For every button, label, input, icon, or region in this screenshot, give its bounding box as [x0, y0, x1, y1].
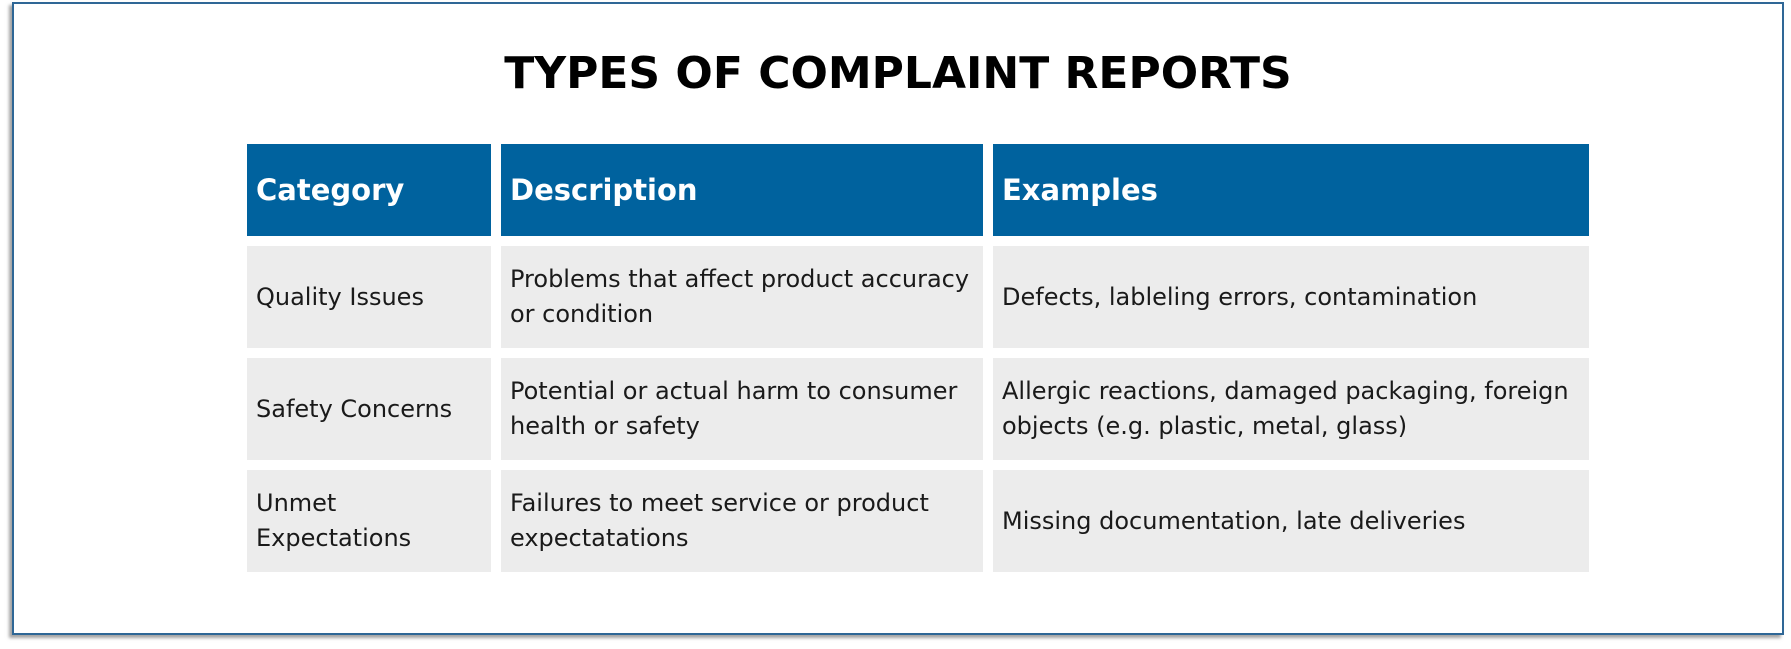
table-row: Safety Concerns Potential or actual harm…	[247, 358, 1589, 460]
cell-category: Unmet Expectations	[247, 470, 491, 572]
cell-examples: Allergic reactions, damaged packaging, f…	[993, 358, 1589, 460]
cell-description: Problems that affect product accuracy or…	[501, 246, 983, 348]
table-row: Unmet Expectations Failures to meet serv…	[247, 470, 1589, 572]
table-row: Quality Issues Problems that affect prod…	[247, 246, 1589, 348]
complaint-types-table: Category Description Examples Quality Is…	[237, 134, 1599, 582]
page-frame: TYPES OF COMPLAINT REPORTS Category Desc…	[12, 2, 1784, 635]
cell-description: Failures to meet service or product expe…	[501, 470, 983, 572]
cell-category: Safety Concerns	[247, 358, 491, 460]
cell-examples: Missing documentation, late deliveries	[993, 470, 1589, 572]
table-header-row: Category Description Examples	[247, 144, 1589, 236]
header-examples: Examples	[993, 144, 1589, 236]
page-title: TYPES OF COMPLAINT REPORTS	[504, 48, 1292, 99]
header-description: Description	[501, 144, 983, 236]
header-category: Category	[247, 144, 491, 236]
cell-description: Potential or actual harm to consumer hea…	[501, 358, 983, 460]
cell-category: Quality Issues	[247, 246, 491, 348]
cell-examples: Defects, lableling errors, contamination	[993, 246, 1589, 348]
